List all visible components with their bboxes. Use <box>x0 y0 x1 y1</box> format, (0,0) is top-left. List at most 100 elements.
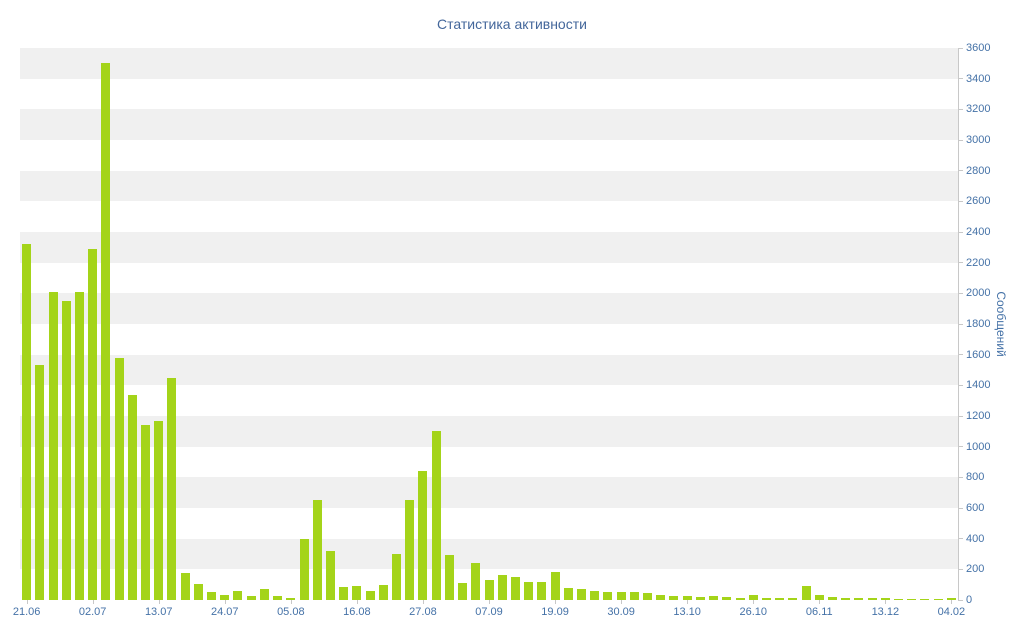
plot-band <box>20 293 958 324</box>
bar[interactable] <box>775 598 785 600</box>
bar[interactable] <box>392 554 402 600</box>
bar[interactable] <box>880 598 890 600</box>
bar[interactable] <box>207 591 217 600</box>
bar[interactable] <box>246 596 256 600</box>
bar[interactable] <box>378 584 388 600</box>
bar[interactable] <box>576 588 586 600</box>
bar[interactable] <box>405 500 415 600</box>
bar[interactable] <box>946 598 956 600</box>
x-tick-label: 13.07 <box>144 606 173 618</box>
bar[interactable] <box>510 577 520 600</box>
bar[interactable] <box>431 431 441 600</box>
bar[interactable] <box>814 595 824 600</box>
y-tick-label: 800 <box>966 471 985 484</box>
x-tick-label: 13.10 <box>673 606 701 618</box>
x-tick <box>158 600 160 604</box>
bar[interactable] <box>352 586 362 600</box>
bar[interactable] <box>325 550 335 600</box>
bar[interactable] <box>35 365 45 600</box>
bar[interactable] <box>788 597 798 600</box>
x-tick-label: 26.10 <box>739 606 767 618</box>
bar[interactable] <box>682 596 692 600</box>
bar[interactable] <box>22 244 32 600</box>
y-tick <box>958 507 963 509</box>
bar[interactable] <box>827 596 837 600</box>
bar[interactable] <box>643 593 653 600</box>
bar[interactable] <box>695 596 705 600</box>
bar[interactable] <box>74 291 84 600</box>
bar[interactable] <box>629 592 639 600</box>
bar[interactable] <box>286 597 296 600</box>
bar[interactable] <box>418 471 428 600</box>
bar[interactable] <box>722 596 732 600</box>
bar[interactable] <box>365 590 375 600</box>
plot-area <box>20 48 958 600</box>
bar[interactable] <box>563 587 573 600</box>
bar[interactable] <box>444 554 454 600</box>
y-tick <box>958 476 963 478</box>
plot-band <box>20 170 958 202</box>
bar[interactable] <box>497 574 507 600</box>
y-tick <box>958 384 963 386</box>
bar[interactable] <box>894 598 904 600</box>
bar[interactable] <box>841 597 851 600</box>
bar[interactable] <box>484 580 494 600</box>
bar[interactable] <box>259 588 269 600</box>
bar[interactable] <box>656 595 666 600</box>
bar[interactable] <box>88 248 98 600</box>
y-tick-label: 3400 <box>966 72 991 85</box>
bar[interactable] <box>458 583 468 600</box>
bar[interactable] <box>669 596 679 600</box>
plot-band <box>20 324 958 355</box>
bar[interactable] <box>933 599 943 600</box>
y-tick <box>958 323 963 325</box>
y-tick-label: 2000 <box>966 287 991 300</box>
y-tick-label: 1600 <box>966 348 991 361</box>
y-tick-label: 1800 <box>966 318 991 330</box>
bar[interactable] <box>524 581 534 600</box>
bar[interactable] <box>339 586 349 600</box>
bar[interactable] <box>220 594 230 600</box>
x-tick-label: 16.08 <box>343 606 371 618</box>
y-tick-label: 400 <box>966 532 985 545</box>
bar[interactable] <box>867 598 877 600</box>
bar[interactable] <box>471 563 481 600</box>
bar[interactable] <box>801 586 811 600</box>
bar[interactable] <box>127 394 137 600</box>
bar[interactable] <box>537 582 547 600</box>
bar[interactable] <box>299 538 309 600</box>
bar[interactable] <box>748 595 758 600</box>
bar[interactable] <box>735 597 745 600</box>
bar[interactable] <box>907 599 917 600</box>
bar[interactable] <box>616 591 626 600</box>
bar[interactable] <box>761 597 771 600</box>
bar[interactable] <box>193 583 203 600</box>
bar[interactable] <box>854 598 864 600</box>
bar[interactable] <box>180 573 190 600</box>
bar[interactable] <box>273 596 283 600</box>
x-tick <box>621 600 623 604</box>
y-tick-label: 1400 <box>966 379 991 392</box>
x-tick <box>687 600 689 604</box>
x-tick <box>555 600 557 604</box>
bar[interactable] <box>141 425 150 600</box>
bar[interactable] <box>61 301 71 600</box>
bar[interactable] <box>154 420 164 600</box>
bar[interactable] <box>550 571 560 600</box>
bar[interactable] <box>48 291 58 600</box>
bar[interactable] <box>233 590 243 600</box>
bar[interactable] <box>312 500 322 600</box>
x-tick-label: 13.12 <box>871 606 900 618</box>
y-tick-label: 2800 <box>966 164 991 177</box>
bar[interactable] <box>101 63 111 600</box>
bar[interactable] <box>167 377 177 600</box>
y-tick <box>958 354 963 356</box>
bar[interactable] <box>114 357 124 600</box>
y-tick-label: 0 <box>966 594 973 606</box>
bar[interactable] <box>920 598 930 600</box>
bar[interactable] <box>709 596 719 600</box>
bar[interactable] <box>590 590 600 600</box>
x-tick-label: 05.08 <box>277 606 305 618</box>
bar[interactable] <box>603 591 613 600</box>
plot-band <box>20 354 958 386</box>
